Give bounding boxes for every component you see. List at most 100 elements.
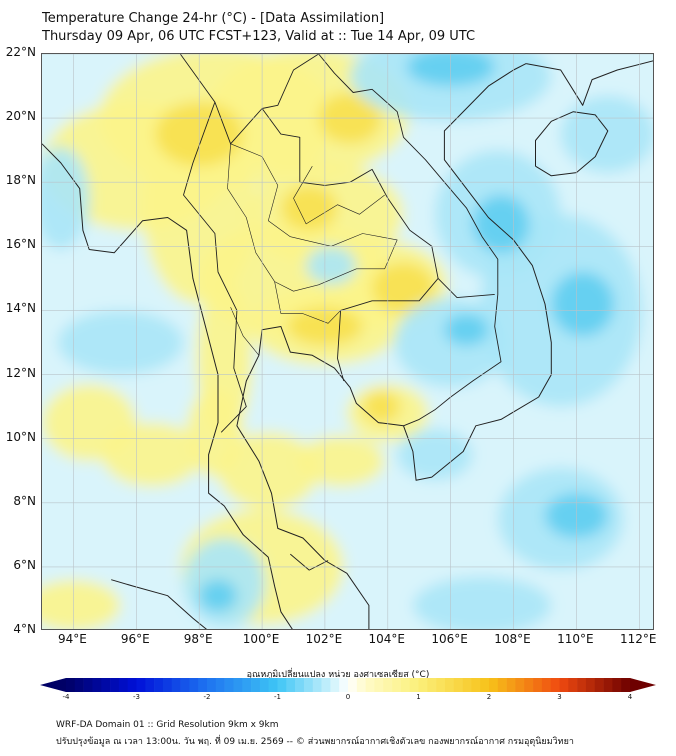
colorbar-cell xyxy=(603,678,613,692)
colorbar-cell xyxy=(233,678,243,692)
colorbar-cell xyxy=(515,678,525,692)
longitude-label: 110°E xyxy=(557,632,594,646)
colorbar-cell xyxy=(427,678,437,692)
province-borders-central xyxy=(274,281,341,324)
colorbar-cell xyxy=(497,678,507,692)
longitude-label: 94°E xyxy=(57,632,87,646)
colorbar-cell xyxy=(92,678,102,692)
longitude-label: 100°E xyxy=(242,632,280,646)
temperature-change-map xyxy=(42,54,653,629)
latitude-label: 6°N xyxy=(13,557,36,572)
colorbar-cell xyxy=(365,678,375,692)
border-thai-malaysia xyxy=(290,553,329,571)
colorbar-cell xyxy=(462,678,472,692)
map-panel[interactable] xyxy=(41,53,654,630)
latitude-label: 16°N xyxy=(5,237,36,252)
longitude-label: 112°E xyxy=(620,632,657,646)
colorbar-cell xyxy=(577,678,587,692)
colorbar-cell xyxy=(444,678,455,692)
colorbar-tick-label: -1 xyxy=(274,693,281,701)
latitude-label: 18°N xyxy=(5,173,36,188)
colorbar-max-arrow xyxy=(630,678,656,692)
colorbar-cell xyxy=(409,678,419,692)
colorbar-cell xyxy=(453,678,463,692)
colorbar-cell xyxy=(277,678,287,692)
colorbar-cell xyxy=(612,678,622,692)
longitude-label: 108°E xyxy=(494,632,531,646)
field-region-cool xyxy=(412,576,552,629)
colorbar-cell xyxy=(568,678,578,692)
colorbar-cell xyxy=(83,678,93,692)
colorbar-cell xyxy=(66,678,76,692)
field-region-cool xyxy=(397,429,473,481)
colorbar-cell xyxy=(224,678,234,692)
colorbar-cell xyxy=(356,678,366,692)
colorbar-cell xyxy=(207,678,217,692)
colorbar xyxy=(40,678,656,692)
field-region-warmer xyxy=(362,390,401,423)
colorbar-cell xyxy=(295,678,305,692)
colorbar-title: อุณหภูมิเปลี่ยนแปลง หน่วย องศาเซลเซียส (… xyxy=(246,670,430,680)
colorbar-cell xyxy=(339,678,349,692)
chart-subtitle: Thursday 09 Apr, 06 UTC FCST+123, Valid … xyxy=(42,29,476,44)
field-region-cooler xyxy=(472,195,530,253)
colorbar-cell xyxy=(559,678,569,692)
coastline-west xyxy=(42,143,293,629)
colorbar-cell xyxy=(418,678,428,692)
field-region-cooler xyxy=(551,271,615,337)
colorbar-tick-label: 3 xyxy=(557,693,562,701)
colorbar-cell xyxy=(101,678,111,692)
colorbar-min-arrow xyxy=(40,678,66,692)
latitude-label: 20°N xyxy=(5,109,36,124)
field-region-warmer xyxy=(280,185,338,231)
colorbar-cell xyxy=(321,678,331,692)
colorbar-tick-label: 4 xyxy=(627,693,633,701)
colorbar-cell xyxy=(303,678,314,692)
colorbar-cell xyxy=(259,678,269,692)
colorbar-tick-label: -2 xyxy=(203,693,211,701)
colorbar-cell xyxy=(171,678,181,692)
colorbar-cell xyxy=(400,678,410,692)
colorbar-cell xyxy=(312,678,322,692)
colorbar-cell xyxy=(594,678,604,692)
colorbar-cell xyxy=(585,678,596,692)
colorbar-cell xyxy=(550,678,560,692)
province-borders-west xyxy=(230,307,260,356)
colorbar-cell xyxy=(524,678,534,692)
colorbar-cell xyxy=(436,678,446,692)
colorbar-cell xyxy=(480,678,490,692)
field-region-cool xyxy=(306,246,357,285)
chart-title: Temperature Change 24-hr (°C) - [Data As… xyxy=(42,11,385,26)
latitude-label: 4°N xyxy=(13,622,36,636)
longitude-label: 102°E xyxy=(305,632,343,646)
longitude-label: 96°E xyxy=(120,632,150,646)
colorbar-cell xyxy=(74,678,84,692)
colorbar-cell xyxy=(392,678,402,692)
border-thai-lao-cambodia xyxy=(261,108,439,382)
colorbar-cell xyxy=(189,678,199,692)
footer-credit: ปรับปรุงข้อมูล ณ เวลา 13:00น. วัน พฤ. ที… xyxy=(56,737,574,747)
colorbar-cell xyxy=(533,678,543,692)
colorbar-cell xyxy=(162,678,173,692)
colorbar-cell xyxy=(383,678,393,692)
colorbar-tick-label: 2 xyxy=(486,693,492,701)
longitude-label: 98°E xyxy=(183,632,213,646)
latitude-label: 22°N xyxy=(5,45,36,59)
colorbar-tick-label: -4 xyxy=(62,693,70,701)
coastline-south-china xyxy=(526,60,653,106)
colorbar-cell xyxy=(541,678,551,692)
colorbar-tick-label: 0 xyxy=(345,693,351,701)
colorbar-cell xyxy=(118,678,128,692)
colorbar-cell xyxy=(215,678,225,692)
colorbar-cell xyxy=(374,678,384,692)
colorbar-cell xyxy=(251,678,261,692)
colorbar-cell xyxy=(110,678,120,692)
province-borders xyxy=(227,143,398,292)
latitude-label: 10°N xyxy=(5,429,36,444)
footer-model-info: WRF-DA Domain 01 :: Grid Resolution 9km … xyxy=(56,720,279,730)
latitude-label: 8°N xyxy=(13,493,36,508)
latitude-label: 14°N xyxy=(5,301,36,316)
coastline-sumatra xyxy=(111,579,207,629)
coastline-hainan xyxy=(535,111,609,177)
colorbar-cell xyxy=(348,678,358,692)
